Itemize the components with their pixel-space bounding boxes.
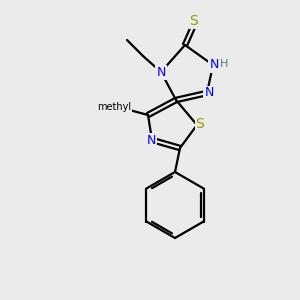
- Text: methyl: methyl: [97, 102, 131, 112]
- Text: N: N: [156, 65, 166, 79]
- Text: N: N: [146, 134, 156, 146]
- Text: S: S: [196, 117, 204, 131]
- Text: H: H: [220, 59, 228, 69]
- Text: N: N: [204, 86, 214, 100]
- Text: S: S: [190, 14, 198, 28]
- Text: N: N: [209, 58, 219, 71]
